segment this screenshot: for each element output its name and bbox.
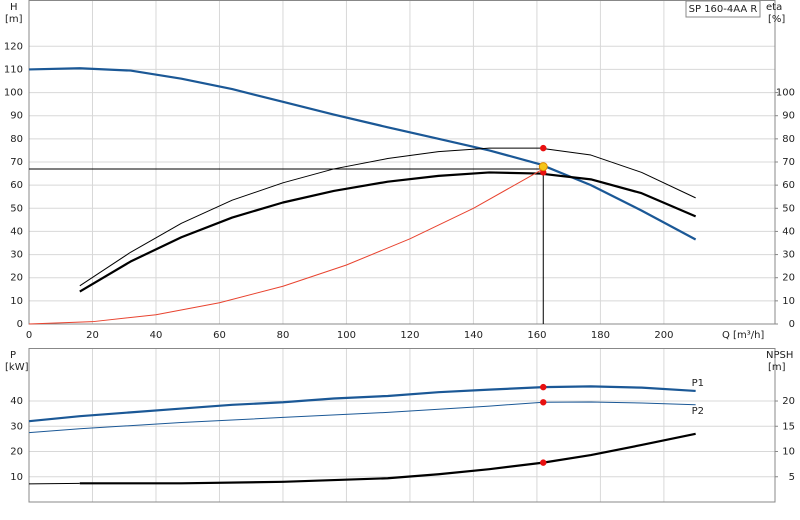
y-tick-label: 10 (10, 296, 23, 307)
x-tick-label: 200 (654, 330, 673, 341)
y-tick-label: 0 (17, 319, 23, 330)
y2-tick-label: 20 (782, 396, 795, 407)
x-tick-label: 140 (464, 330, 483, 341)
y-axis-unit: [m] (5, 14, 23, 25)
chart-title: SP 160-4AA R (689, 4, 758, 15)
x-tick-label: 0 (26, 330, 32, 341)
x-tick-label: 40 (150, 330, 163, 341)
y2-tick-label: 100 (776, 88, 795, 99)
series-line (79, 147, 696, 287)
y2-axis-unit: [%] (768, 14, 785, 25)
y2-tick-label: 80 (782, 134, 795, 145)
plot-frame (28, 0, 776, 325)
y-tick-label: 90 (10, 111, 23, 122)
y2-tick-label: 10 (782, 296, 795, 307)
plot-frame (28, 348, 776, 503)
operating-point (540, 399, 547, 406)
y2-tick-label: 50 (782, 203, 795, 214)
y-tick-label: 20 (10, 447, 23, 458)
x-tick-label: 100 (337, 330, 356, 341)
x-tick-label: 160 (527, 330, 546, 341)
y-tick-label: 60 (10, 180, 23, 191)
y-tick-label: 40 (10, 226, 23, 237)
y-tick-label: 70 (10, 157, 23, 168)
y-tick-label: 30 (10, 250, 23, 261)
series-label: P2 (692, 406, 704, 417)
x-tick-label: 20 (86, 330, 99, 341)
y2-tick-label: 5 (789, 472, 795, 483)
operating-point (538, 162, 548, 172)
y-tick-label: 20 (10, 273, 23, 284)
y-axis-label: P (10, 350, 16, 361)
y2-axis-label: NPSH (766, 350, 793, 361)
y2-axis-label: eta (766, 2, 782, 13)
y-tick-label: 120 (4, 41, 23, 52)
series-line (79, 171, 697, 293)
y-tick-label: 40 (10, 396, 23, 407)
y-tick-label: 50 (10, 203, 23, 214)
operating-point (540, 144, 547, 152)
y2-tick-label: 30 (782, 250, 795, 261)
title-box (685, 0, 761, 18)
y-tick-label: 100 (4, 88, 23, 99)
operating-point (540, 459, 547, 466)
y-axis-unit: [kW] (5, 362, 29, 373)
y2-tick-label: 10 (782, 447, 795, 458)
series-label: P1 (692, 378, 704, 389)
x-tick-label: 60 (213, 330, 226, 341)
series-line (28, 168, 544, 325)
y2-tick-label: 90 (782, 111, 795, 122)
x-tick-label: 180 (591, 330, 610, 341)
x-tick-label: 80 (277, 330, 290, 341)
y-axis-label: H (10, 2, 18, 13)
y2-tick-label: 0 (789, 319, 795, 330)
x-axis-label: Q [m³/h] (722, 330, 764, 341)
series-line (79, 432, 696, 485)
operating-point (540, 383, 547, 391)
y2-tick-label: 20 (782, 273, 795, 284)
x-tick-label: 120 (400, 330, 419, 341)
y2-tick-label: 70 (782, 157, 795, 168)
y-tick-label: 80 (10, 134, 23, 145)
y2-tick-label: 40 (782, 226, 795, 237)
y2-tick-label: 60 (782, 180, 795, 191)
y2-tick-label: 15 (782, 421, 795, 432)
y-tick-label: 10 (10, 472, 23, 483)
series-line (28, 67, 697, 241)
y-tick-label: 110 (4, 64, 23, 75)
y2-axis-unit: [m] (768, 362, 786, 373)
y-tick-label: 30 (10, 421, 23, 432)
series-line (28, 385, 696, 423)
series-line (28, 482, 80, 485)
series-line (28, 401, 696, 434)
